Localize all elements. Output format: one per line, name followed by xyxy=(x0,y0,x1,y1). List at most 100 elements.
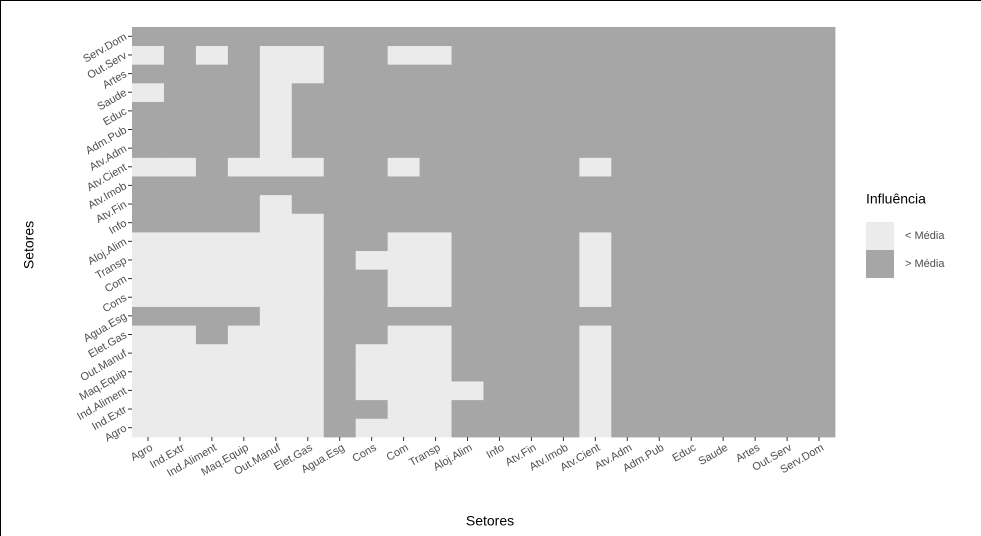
heat-cell xyxy=(132,399,165,419)
heat-cell xyxy=(547,27,580,47)
heat-cell xyxy=(355,157,389,177)
heat-cell xyxy=(579,250,612,270)
heat-cell xyxy=(451,138,484,158)
heat-cell xyxy=(291,381,325,401)
heat-cell xyxy=(387,362,420,382)
heat-cell xyxy=(259,362,293,382)
heat-cell xyxy=(195,287,229,307)
heat-cell xyxy=(163,306,197,326)
heat-cell xyxy=(451,269,484,289)
heat-cell xyxy=(515,306,548,326)
heat-cell xyxy=(195,64,229,84)
heat-cell xyxy=(675,138,708,158)
heat-cell xyxy=(355,287,389,307)
heat-cell xyxy=(579,269,612,289)
heat-cell xyxy=(323,64,357,84)
heat-cell xyxy=(259,343,293,363)
heat-cell xyxy=(227,325,261,345)
heat-cell xyxy=(387,418,420,438)
heat-cell xyxy=(451,27,484,47)
heat-cell xyxy=(739,362,772,382)
heat-cell xyxy=(483,325,516,345)
heat-cell xyxy=(419,64,452,84)
heat-cell xyxy=(803,157,836,177)
heat-cell xyxy=(227,269,261,289)
heat-cell xyxy=(323,269,357,289)
heat-cell xyxy=(355,343,389,363)
heat-cell xyxy=(675,157,708,177)
heat-cell xyxy=(195,194,229,214)
heat-cell xyxy=(675,306,708,326)
heat-cell xyxy=(611,362,644,382)
heat-cell xyxy=(195,101,229,121)
heat-cell xyxy=(771,232,804,252)
heat-cell xyxy=(739,232,772,252)
heat-cell xyxy=(323,120,357,140)
heat-cell xyxy=(643,176,676,196)
heat-cell xyxy=(611,64,644,84)
heat-cell xyxy=(132,381,165,401)
heat-cell xyxy=(771,213,804,233)
heat-cell xyxy=(611,250,644,270)
heat-cell xyxy=(803,343,836,363)
heat-cell xyxy=(707,381,740,401)
heat-cell xyxy=(259,138,293,158)
heat-cell xyxy=(515,343,548,363)
heat-cell xyxy=(643,325,676,345)
heat-cell xyxy=(419,418,452,438)
heat-cell xyxy=(355,64,389,84)
heat-cell xyxy=(771,138,804,158)
heat-cell xyxy=(451,82,484,102)
heat-cell xyxy=(259,64,293,84)
heat-cell xyxy=(643,362,676,382)
heat-cell xyxy=(739,306,772,326)
heat-cell xyxy=(419,157,452,177)
heat-cell xyxy=(803,325,836,345)
heat-cell xyxy=(419,82,452,102)
heat-cell xyxy=(611,381,644,401)
heat-cell xyxy=(291,138,325,158)
heat-cell xyxy=(675,101,708,121)
heat-cell xyxy=(419,138,452,158)
heat-cell xyxy=(419,213,452,233)
heat-cell xyxy=(707,194,740,214)
heat-cell xyxy=(163,287,197,307)
heat-cell xyxy=(483,362,516,382)
heat-cell xyxy=(451,250,484,270)
heat-cell xyxy=(387,306,420,326)
heat-cell xyxy=(355,306,389,326)
heat-cell xyxy=(739,250,772,270)
heat-cell xyxy=(195,250,229,270)
heat-cell xyxy=(483,64,516,84)
heat-cell xyxy=(132,362,165,382)
heat-cell xyxy=(419,194,452,214)
heat-cell xyxy=(483,138,516,158)
heat-cell xyxy=(803,82,836,102)
heat-cell xyxy=(547,362,580,382)
heat-cell xyxy=(387,176,420,196)
heat-cell xyxy=(483,82,516,102)
heat-cell xyxy=(355,27,389,47)
heat-cell xyxy=(643,194,676,214)
heat-cell xyxy=(675,120,708,140)
heat-cell xyxy=(387,101,420,121)
heat-cell xyxy=(419,176,452,196)
heat-cell xyxy=(163,101,197,121)
heat-cell xyxy=(771,120,804,140)
heat-cell xyxy=(387,82,420,102)
x-axis-title: Setores xyxy=(466,513,514,529)
heat-cell xyxy=(227,232,261,252)
y-axis-title: Setores xyxy=(21,221,37,269)
heat-cell xyxy=(323,138,357,158)
heat-cell xyxy=(323,399,357,419)
heat-cell xyxy=(132,213,165,233)
heat-cell xyxy=(227,343,261,363)
heat-cell xyxy=(483,101,516,121)
heat-cell xyxy=(579,232,612,252)
heat-cell xyxy=(611,269,644,289)
heat-cell xyxy=(675,194,708,214)
heat-cell xyxy=(419,120,452,140)
heat-cell xyxy=(163,64,197,84)
heat-cell xyxy=(387,250,420,270)
heat-cell xyxy=(707,399,740,419)
